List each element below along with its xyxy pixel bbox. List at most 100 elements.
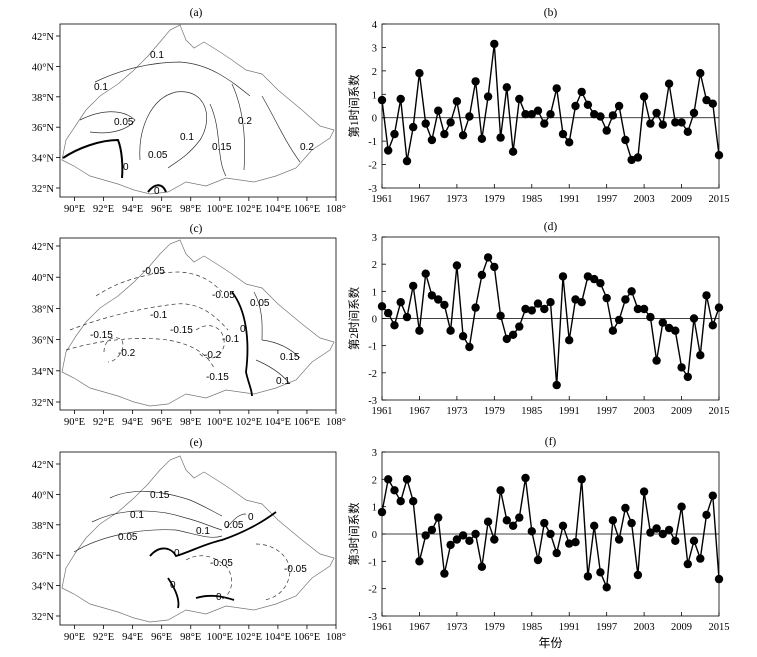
contour-line xyxy=(109,491,223,517)
map-ytick-label: 40°N xyxy=(32,490,55,501)
data-point xyxy=(683,559,692,569)
data-point xyxy=(627,518,636,528)
contour-label: 0.1 xyxy=(130,510,144,521)
data-point xyxy=(396,298,405,307)
map-title-e: (e) xyxy=(190,437,203,449)
data-point xyxy=(390,129,399,139)
xtick-label: 1991 xyxy=(559,406,580,417)
data-point xyxy=(671,326,680,335)
xtick-label: 2015 xyxy=(709,622,730,633)
map-xtick-label: 100°E xyxy=(207,204,233,215)
data-point xyxy=(658,529,667,539)
data-point xyxy=(614,101,624,111)
contour-label: 0.2 xyxy=(238,116,252,127)
data-point xyxy=(583,572,593,581)
ytick-label: 2 xyxy=(372,260,377,271)
data-point xyxy=(683,127,692,136)
contour-label: -0.2 xyxy=(204,350,222,361)
map-panel-c: (c) -0.05 -0.1 -0.05 0.05 -0.15 -0.15 -0… xyxy=(32,223,346,428)
data-point xyxy=(608,516,618,525)
contour-line xyxy=(231,83,246,171)
contour-line xyxy=(91,510,223,531)
map-xtick-label: 92°E xyxy=(93,417,114,428)
data-point xyxy=(483,517,493,526)
data-point xyxy=(621,503,630,513)
contour-label: -0.1 xyxy=(222,334,240,345)
data-point xyxy=(664,79,674,88)
data-point xyxy=(652,524,661,533)
contour-label: 0.15 xyxy=(212,142,232,153)
data-point xyxy=(552,84,561,93)
map-panel-e: (e) 0.15 0.1 0.1 0.05 0 0.05 0 -0.05 -0.… xyxy=(32,437,346,643)
data-point xyxy=(377,302,387,311)
data-point xyxy=(596,112,605,121)
data-point xyxy=(565,138,574,147)
map-xtick-label: 94°E xyxy=(122,632,143,643)
data-point xyxy=(421,531,430,540)
ytick-label: 0 xyxy=(372,114,377,125)
data-point xyxy=(552,548,561,558)
map-xtick-label: 90°E xyxy=(64,417,85,428)
data-point xyxy=(477,562,487,571)
data-point xyxy=(714,574,724,584)
contour-zero-line xyxy=(149,511,277,558)
data-point xyxy=(421,269,430,278)
contour-line xyxy=(73,529,223,553)
ytick-label: 0 xyxy=(372,315,377,326)
data-point xyxy=(583,100,593,110)
contour-line xyxy=(195,325,225,359)
data-point xyxy=(533,106,543,115)
plot-frame xyxy=(381,23,720,189)
data-point xyxy=(427,525,437,535)
data-point xyxy=(502,334,511,344)
contour-zero-line xyxy=(62,138,124,179)
x-axis-label: 年份 xyxy=(538,636,562,650)
ytick-label: 3 xyxy=(372,43,377,54)
data-point xyxy=(708,99,717,108)
map-frame xyxy=(59,23,337,198)
data-point xyxy=(646,312,655,322)
map-xtick-label: 102°E xyxy=(236,632,262,643)
data-point xyxy=(471,77,480,86)
map-ytick-label: 38°N xyxy=(32,93,55,104)
xtick-label: 1979 xyxy=(484,406,505,417)
data-point xyxy=(377,95,387,105)
data-point xyxy=(558,272,568,281)
data-point xyxy=(446,118,455,127)
region-boundary xyxy=(61,24,335,195)
data-point xyxy=(402,156,412,166)
data-point xyxy=(565,336,574,345)
map-ytick-label: 36°N xyxy=(32,336,55,347)
data-point xyxy=(708,491,717,500)
map-xtick-label: 102°E xyxy=(236,417,262,428)
map-title-c: (c) xyxy=(190,223,203,235)
data-point xyxy=(558,521,568,530)
data-point xyxy=(646,119,655,128)
ytick-label: 0 xyxy=(372,530,377,541)
data-point xyxy=(377,507,387,517)
map-xtick-label: 96°E xyxy=(151,417,172,428)
contour-line xyxy=(185,555,233,601)
contour-line xyxy=(94,61,251,97)
contour-zero-line xyxy=(195,594,235,601)
data-point xyxy=(714,303,724,312)
xtick-label: 1997 xyxy=(596,622,617,633)
contour-line xyxy=(255,359,291,385)
contour-zero-line xyxy=(167,577,180,609)
data-point xyxy=(521,110,530,119)
contour-line xyxy=(65,338,215,369)
data-point xyxy=(471,303,480,312)
data-point xyxy=(502,83,511,92)
contour-line xyxy=(261,339,301,359)
data-point xyxy=(508,147,518,156)
map-xtick-label: 102°E xyxy=(236,204,262,215)
ytick-label: -3 xyxy=(368,396,377,407)
data-point xyxy=(446,540,455,550)
data-point xyxy=(471,529,480,539)
data-point xyxy=(465,112,474,121)
ytick-label: 1 xyxy=(372,503,377,514)
data-point xyxy=(540,304,549,314)
map-xtick-label: 104°E xyxy=(265,632,291,643)
data-point xyxy=(440,129,449,139)
data-point xyxy=(608,111,618,120)
